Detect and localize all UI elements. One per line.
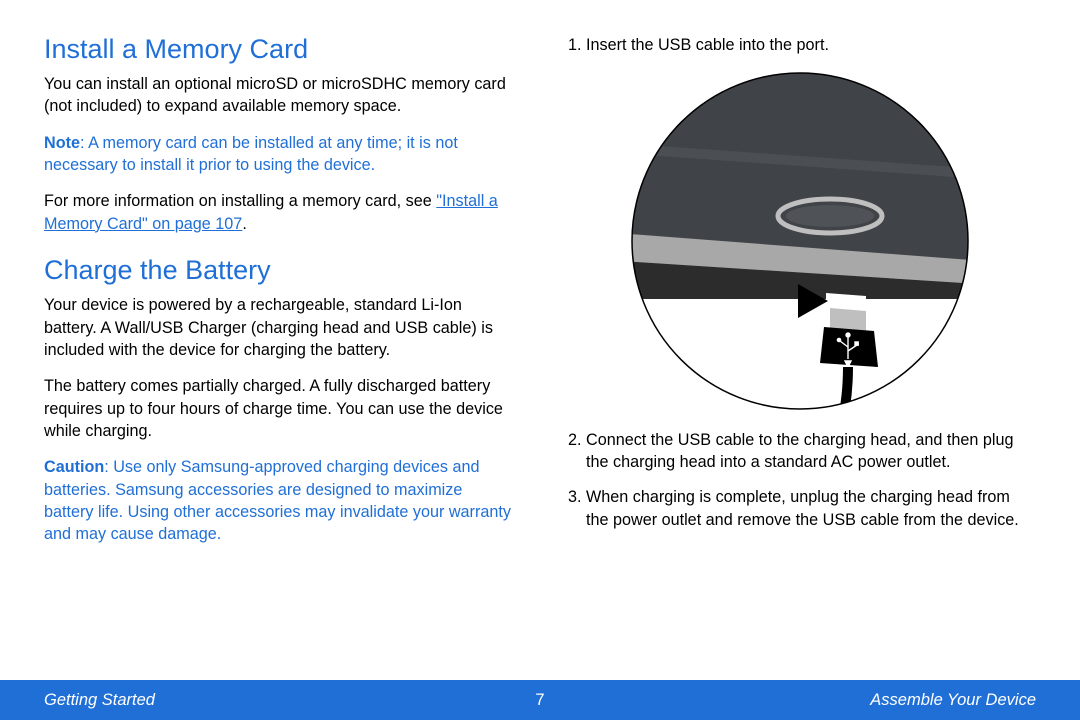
more-info-post: .: [242, 215, 247, 233]
note-label: Note: [44, 134, 80, 152]
page-footer: Getting Started 7 Assemble Your Device: [0, 680, 1080, 720]
memory-card-intro: You can install an optional microSD or m…: [44, 73, 516, 118]
heading-install-memory-card: Install a Memory Card: [44, 34, 516, 65]
caution-body: : Use only Samsung-approved charging dev…: [44, 458, 511, 543]
note-body: : A memory card can be installed at any …: [44, 134, 458, 174]
caution-label: Caution: [44, 458, 104, 476]
illus-plug-metal: [830, 308, 866, 331]
left-column: Install a Memory Card You can install an…: [44, 34, 516, 662]
more-info-pre: For more information on installing a mem…: [44, 192, 436, 210]
footer-left: Getting Started: [44, 691, 535, 710]
footer-page-number: 7: [535, 691, 544, 710]
step-1: Insert the USB cable into the port.: [586, 34, 1036, 57]
memory-card-note: Note: A memory card can be installed at …: [44, 132, 516, 177]
memory-card-more-info: For more information on installing a mem…: [44, 190, 516, 235]
footer-right: Assemble Your Device: [545, 691, 1036, 710]
charging-steps-cont: Connect the USB cable to the charging he…: [564, 429, 1036, 532]
charging-steps: Insert the USB cable into the port.: [564, 34, 1036, 57]
heading-charge-battery: Charge the Battery: [44, 255, 516, 286]
usb-port-svg: [630, 71, 970, 411]
charge-caution: Caution: Use only Samsung-approved charg…: [44, 456, 516, 545]
right-column: Insert the USB cable into the port.: [564, 34, 1036, 662]
step-2: Connect the USB cable to the charging he…: [586, 429, 1036, 474]
step-3: When charging is complete, unplug the ch…: [586, 486, 1036, 531]
charge-para-2: The battery comes partially charged. A f…: [44, 375, 516, 442]
usb-port-illustration: [564, 71, 1036, 411]
illus-home-inner: [786, 205, 874, 227]
charge-para-1: Your device is powered by a rechargeable…: [44, 294, 516, 361]
